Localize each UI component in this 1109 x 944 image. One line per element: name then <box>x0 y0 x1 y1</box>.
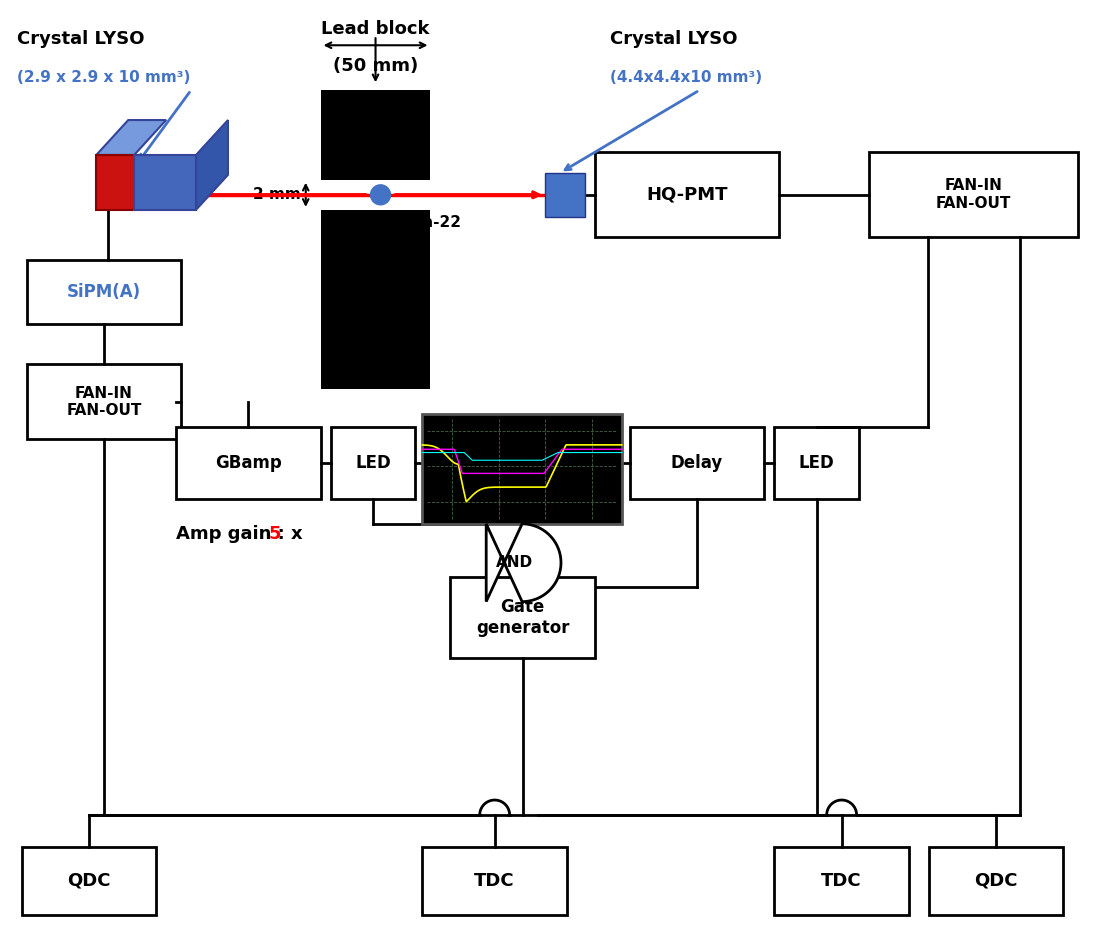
Bar <box>545 173 584 217</box>
Bar <box>21 847 156 915</box>
Text: 2 mm: 2 mm <box>253 187 301 202</box>
Text: LED: LED <box>798 454 835 472</box>
Text: SiPM(A): SiPM(A) <box>67 283 141 301</box>
Bar <box>27 364 181 439</box>
Text: QDC: QDC <box>68 872 111 890</box>
Polygon shape <box>196 120 228 210</box>
Text: TDC: TDC <box>822 872 862 890</box>
Bar <box>774 847 909 915</box>
Text: GBamp: GBamp <box>215 454 282 472</box>
Bar <box>774 427 859 499</box>
Bar <box>176 427 321 499</box>
Polygon shape <box>486 524 561 601</box>
Circle shape <box>370 185 390 205</box>
Text: TDC: TDC <box>475 872 515 890</box>
Bar <box>630 427 764 499</box>
Text: Gate
generator: Gate generator <box>476 598 569 637</box>
Text: (50 mm): (50 mm) <box>333 58 418 76</box>
Bar <box>321 210 430 389</box>
Bar <box>423 847 567 915</box>
Bar <box>929 847 1064 915</box>
Bar <box>594 152 780 237</box>
Text: 5: 5 <box>268 525 282 543</box>
Bar <box>321 90 430 180</box>
Text: Delay: Delay <box>671 454 723 472</box>
Text: FAN-IN
FAN-OUT: FAN-IN FAN-OUT <box>67 385 142 418</box>
Polygon shape <box>96 120 166 155</box>
Text: Crystal LYSO: Crystal LYSO <box>610 30 737 48</box>
Bar <box>27 260 181 325</box>
Text: Amp gain : x: Amp gain : x <box>176 525 303 543</box>
Text: AND: AND <box>496 555 532 570</box>
Text: (4.4x4.4x10 mm³): (4.4x4.4x10 mm³) <box>610 70 762 85</box>
Text: HQ-PMT: HQ-PMT <box>647 185 728 203</box>
Text: Crystal LYSO: Crystal LYSO <box>17 30 144 48</box>
Text: LED: LED <box>355 454 390 472</box>
Text: FAN-IN
FAN-OUT: FAN-IN FAN-OUT <box>936 178 1011 211</box>
Bar <box>134 155 196 210</box>
Bar <box>423 414 622 524</box>
Bar <box>96 155 134 210</box>
Text: QDC: QDC <box>975 872 1018 890</box>
Bar <box>330 427 416 499</box>
Text: Na-22: Na-22 <box>410 215 461 230</box>
Text: (2.9 x 2.9 x 10 mm³): (2.9 x 2.9 x 10 mm³) <box>17 70 190 85</box>
Bar <box>450 577 594 659</box>
Bar <box>869 152 1078 237</box>
Text: Lead block: Lead block <box>322 21 430 39</box>
